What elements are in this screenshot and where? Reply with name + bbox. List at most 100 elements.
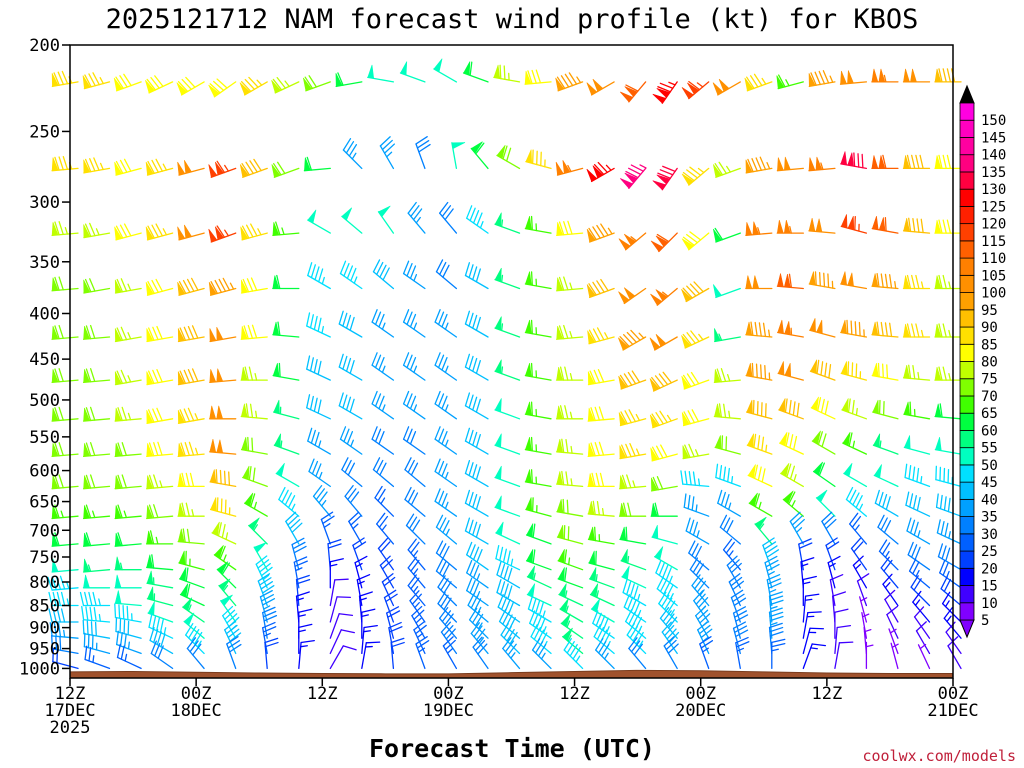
wind-barb bbox=[680, 470, 710, 488]
wind-barb bbox=[859, 596, 868, 623]
wind-barb bbox=[272, 221, 300, 237]
wind-barb bbox=[730, 589, 747, 623]
wind-barb bbox=[341, 457, 363, 488]
wind-barb bbox=[278, 486, 300, 517]
credit-text: coolwx.com/models bbox=[862, 747, 1016, 765]
colorbar-label: 80 bbox=[981, 355, 998, 371]
wind-barb bbox=[525, 523, 552, 545]
wind-barb bbox=[239, 76, 268, 96]
wind-barb bbox=[619, 164, 647, 189]
wind-barb bbox=[209, 405, 237, 420]
wind-barb bbox=[464, 262, 489, 290]
x-tick-label: 12Z bbox=[307, 684, 338, 704]
wind-barb bbox=[145, 223, 174, 241]
wind-barb bbox=[934, 437, 962, 455]
wind-barb bbox=[404, 457, 426, 488]
wind-barb bbox=[177, 441, 205, 458]
wind-barb bbox=[619, 81, 647, 103]
wind-barb bbox=[329, 558, 344, 589]
wind-barb bbox=[494, 433, 521, 455]
wind-barb bbox=[524, 362, 552, 381]
wind-barb bbox=[745, 275, 773, 290]
wind-barb bbox=[494, 495, 521, 517]
wind-barb bbox=[717, 489, 741, 517]
colorbar-swatch bbox=[959, 533, 975, 552]
wind-barb bbox=[149, 626, 174, 655]
wind-barb bbox=[298, 623, 313, 655]
wind-barb bbox=[51, 532, 79, 547]
wind-barb bbox=[745, 321, 773, 338]
wind-barb bbox=[379, 555, 395, 589]
wind-barb bbox=[466, 541, 489, 571]
colorbar-swatch bbox=[959, 119, 975, 138]
colorbar-swatch bbox=[959, 188, 975, 207]
wind-barb bbox=[468, 607, 489, 639]
colorbar-swatch bbox=[959, 292, 975, 311]
wind-barb bbox=[871, 272, 899, 290]
y-axis: 200 250 300 350 400 450 500 550 600 650 700 750 800 8… bbox=[19, 36, 70, 679]
colorbar-swatch bbox=[959, 326, 975, 345]
wind-barb bbox=[145, 158, 174, 176]
wind-barb bbox=[905, 491, 931, 517]
wind-barb bbox=[451, 142, 466, 170]
x-tick-label: 00Z bbox=[938, 684, 969, 704]
wind-barb bbox=[681, 409, 710, 427]
wind-barb bbox=[226, 636, 242, 670]
wind-barb bbox=[840, 271, 868, 290]
wind-barb bbox=[82, 474, 111, 490]
wind-barb bbox=[146, 474, 174, 490]
colorbar-swatch bbox=[959, 567, 975, 586]
wind-barb bbox=[842, 432, 868, 455]
wind-barb bbox=[146, 441, 174, 458]
wind-barb bbox=[312, 484, 331, 517]
wind-barb bbox=[402, 390, 426, 420]
wind-barb bbox=[745, 362, 773, 381]
wind-barb bbox=[51, 504, 79, 520]
wind-barb bbox=[81, 605, 111, 623]
wind-barb bbox=[590, 598, 615, 623]
wind-barb bbox=[650, 444, 678, 462]
wind-barb bbox=[253, 542, 268, 571]
wind-barb bbox=[209, 469, 237, 488]
colorbar-label: 110 bbox=[981, 251, 1006, 267]
wind-barb bbox=[146, 570, 174, 589]
wind-barb bbox=[812, 461, 836, 488]
wind-barb bbox=[713, 368, 741, 384]
wind-barb bbox=[808, 156, 836, 172]
wind-barb bbox=[850, 537, 868, 571]
wind-barb bbox=[177, 160, 205, 176]
x-tick-label: 19DEC bbox=[423, 701, 474, 721]
wind-barb bbox=[681, 166, 710, 186]
wind-barb bbox=[79, 591, 111, 607]
wind-barb bbox=[494, 359, 521, 381]
wind-barb bbox=[470, 141, 489, 170]
y-tick-label: 750 bbox=[29, 548, 60, 568]
wind-barb bbox=[556, 276, 584, 292]
colorbar-swatch bbox=[959, 602, 975, 621]
colorbar-swatch bbox=[959, 516, 975, 535]
wind-barb bbox=[146, 554, 174, 571]
wind-barb bbox=[464, 427, 489, 455]
colorbar-label: 95 bbox=[981, 303, 998, 319]
y-tick-label: 250 bbox=[29, 122, 60, 142]
wind-barb bbox=[871, 216, 899, 234]
wind-barb bbox=[713, 284, 741, 299]
wind-barb bbox=[338, 310, 363, 338]
wind-barb bbox=[146, 504, 174, 520]
wind-barb bbox=[560, 613, 584, 639]
wind-barb bbox=[338, 392, 363, 420]
wind-barb bbox=[934, 68, 962, 83]
wind-barb bbox=[685, 517, 710, 545]
wind-barb bbox=[808, 217, 836, 234]
wind-barb bbox=[934, 403, 962, 420]
wind-barb bbox=[728, 573, 745, 607]
wind-barb bbox=[777, 319, 804, 338]
wind-barb bbox=[116, 643, 142, 670]
wind-barb bbox=[587, 327, 615, 345]
plot-background bbox=[70, 45, 953, 678]
wind-barb bbox=[586, 278, 615, 299]
wind-barb bbox=[51, 442, 79, 458]
wind-barb bbox=[213, 545, 237, 571]
x-tick-label: 18DEC bbox=[171, 701, 222, 721]
wind-barb bbox=[748, 492, 773, 517]
